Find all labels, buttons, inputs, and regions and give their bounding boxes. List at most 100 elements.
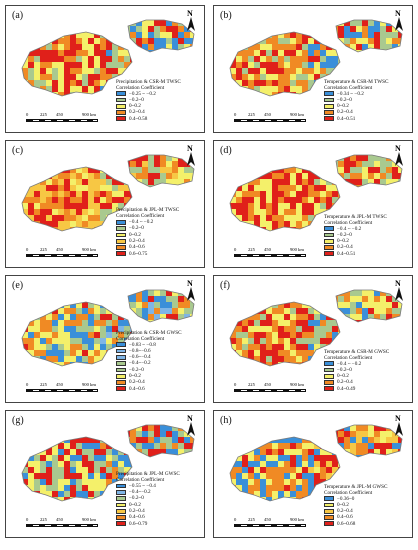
grid-cell bbox=[52, 326, 58, 332]
grid-cell bbox=[236, 62, 242, 68]
grid-cell bbox=[58, 92, 64, 96]
grid-cell bbox=[260, 419, 266, 425]
grid-cell bbox=[278, 461, 284, 467]
grid-cell bbox=[362, 443, 368, 449]
grid-cell bbox=[344, 302, 350, 308]
legend-swatch bbox=[116, 238, 126, 244]
legend-swatch bbox=[324, 521, 334, 527]
grid-cell bbox=[404, 314, 410, 320]
grid-cell bbox=[34, 50, 40, 56]
grid-cell bbox=[190, 167, 194, 173]
legend-title: Precipitation & JPL-M TWSC bbox=[116, 207, 180, 214]
grid-cell bbox=[398, 314, 402, 320]
grid-cell bbox=[64, 425, 70, 431]
grid-cell bbox=[58, 155, 64, 161]
grid-cell bbox=[224, 92, 230, 98]
grid-cell bbox=[58, 173, 64, 179]
grid-cell bbox=[106, 50, 112, 56]
grid-cell bbox=[130, 167, 136, 173]
grid-cell bbox=[224, 86, 230, 92]
grid-cell bbox=[230, 479, 236, 485]
grid-cell bbox=[314, 191, 320, 197]
grid-cell bbox=[28, 62, 34, 68]
grid-cell bbox=[76, 68, 82, 74]
grid-cell bbox=[230, 308, 236, 314]
grid-cell bbox=[386, 332, 392, 338]
grid-cell bbox=[344, 161, 350, 167]
grid-cell bbox=[184, 38, 190, 44]
grid-cell bbox=[172, 68, 178, 74]
grid-cell bbox=[284, 32, 290, 38]
grid-cell bbox=[46, 326, 52, 332]
grid-cell bbox=[236, 155, 242, 161]
legend-label: −0.55 ~ −0.4 bbox=[129, 482, 156, 489]
grid-cell bbox=[344, 203, 350, 209]
panel-label: (g) bbox=[12, 415, 24, 426]
grid-cell bbox=[76, 467, 82, 473]
grid-cell bbox=[380, 191, 386, 197]
scale-tick-label: 900 km bbox=[82, 247, 96, 252]
grid-cell bbox=[52, 473, 58, 479]
grid-cell bbox=[308, 284, 314, 290]
legend-swatch bbox=[324, 502, 334, 508]
grid-cell bbox=[178, 179, 184, 185]
grid-cell bbox=[236, 332, 242, 338]
grid-cell bbox=[154, 149, 160, 155]
grid-cell bbox=[148, 32, 154, 38]
grid-cell bbox=[308, 56, 314, 62]
grid-cell bbox=[64, 80, 70, 86]
grid-cell bbox=[242, 233, 248, 239]
grid-cell bbox=[40, 467, 46, 473]
grid-cell bbox=[40, 14, 46, 20]
grid-cell bbox=[386, 50, 392, 56]
grid-cell bbox=[290, 455, 296, 461]
grid-cell bbox=[172, 425, 178, 431]
grid-cell bbox=[40, 38, 46, 44]
grid-cell bbox=[302, 296, 308, 302]
grid-cell bbox=[236, 320, 242, 326]
grid-cell bbox=[302, 149, 308, 155]
legend-item: −0.4~−0.2 bbox=[116, 360, 204, 366]
grid-cell bbox=[22, 98, 28, 104]
grid-cell bbox=[272, 284, 278, 290]
grid-cell bbox=[230, 443, 236, 449]
grid-cell bbox=[314, 491, 320, 497]
grid-cell bbox=[344, 419, 350, 425]
grid-cell bbox=[172, 38, 178, 44]
grid-cell bbox=[64, 149, 70, 155]
grid-cell bbox=[242, 203, 248, 209]
grid-cell bbox=[374, 326, 380, 332]
grid-cell bbox=[290, 221, 296, 227]
grid-cell bbox=[398, 443, 402, 449]
grid-cell bbox=[242, 419, 248, 425]
grid-cell bbox=[148, 26, 154, 32]
grid-cell bbox=[248, 161, 254, 167]
grid-cell bbox=[118, 155, 124, 161]
grid-cell bbox=[392, 179, 398, 185]
grid-cell bbox=[70, 437, 76, 443]
grid-cell bbox=[314, 356, 320, 362]
grid-cell bbox=[46, 344, 52, 350]
grid-cell bbox=[302, 185, 308, 191]
grid-cell bbox=[338, 68, 344, 74]
grid-cell bbox=[362, 155, 368, 161]
grid-cell bbox=[332, 14, 338, 20]
grid-cell bbox=[248, 197, 254, 203]
grid-cell bbox=[178, 443, 184, 449]
grid-cell bbox=[392, 32, 398, 38]
grid-cell bbox=[362, 173, 368, 179]
grid-cell bbox=[184, 302, 190, 308]
grid-cell bbox=[82, 320, 88, 326]
grid-cell bbox=[148, 431, 154, 437]
grid-cell bbox=[398, 179, 402, 185]
grid-cell bbox=[368, 161, 374, 167]
north-label: N bbox=[395, 144, 401, 153]
grid-cell bbox=[82, 197, 88, 203]
grid-cell bbox=[178, 197, 184, 203]
grid-cell bbox=[112, 425, 118, 431]
grid-cell bbox=[278, 38, 284, 44]
grid-cell bbox=[254, 461, 260, 467]
scale-bar: 0 225 450 900 km bbox=[234, 112, 314, 126]
grid-cell bbox=[28, 86, 34, 92]
grid-cell bbox=[248, 431, 254, 437]
